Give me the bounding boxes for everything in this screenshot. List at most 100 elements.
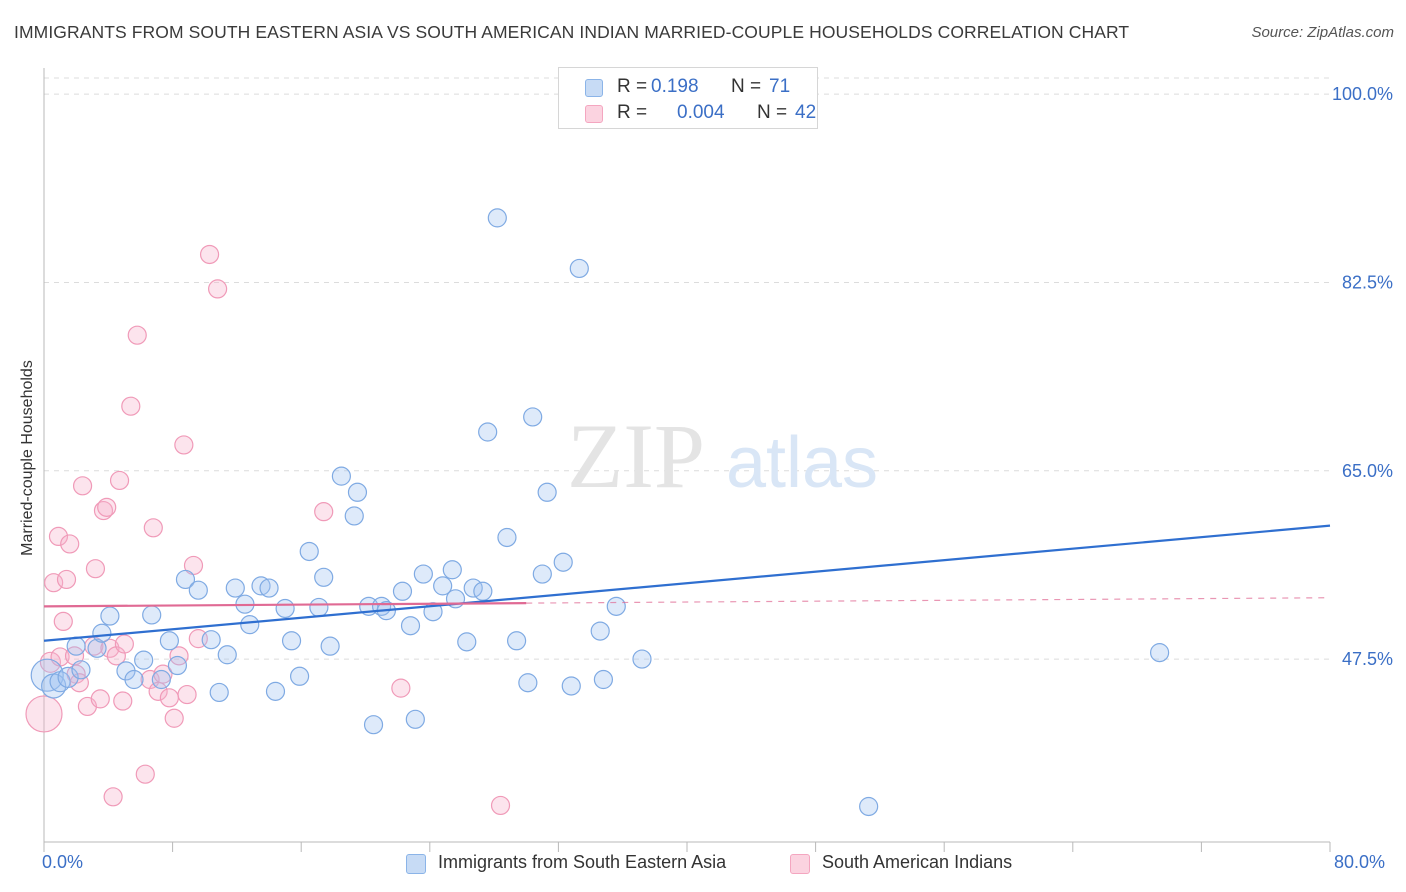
n-value: 42 bbox=[795, 102, 817, 123]
r-value: 0.198 bbox=[651, 76, 699, 97]
y-tick-labels: 47.5% 65.0% 82.5% 100.0% bbox=[1332, 84, 1393, 669]
data-point bbox=[473, 581, 493, 601]
data-point bbox=[497, 527, 517, 548]
data-point bbox=[97, 497, 117, 517]
data-point bbox=[281, 631, 302, 651]
legend-label-pink: South American Indians bbox=[822, 852, 1013, 872]
source-note: Source: ZipAtlas.com bbox=[1251, 24, 1394, 41]
r-label: R = bbox=[617, 102, 648, 123]
data-point bbox=[487, 208, 507, 228]
data-point bbox=[490, 795, 511, 816]
data-point bbox=[188, 580, 208, 600]
data-point bbox=[87, 638, 107, 658]
data-point bbox=[92, 623, 112, 643]
data-point bbox=[135, 764, 155, 784]
data-point bbox=[109, 470, 130, 491]
chart-title: IMMIGRANTS FROM SOUTH EASTERN ASIA VS SO… bbox=[14, 22, 1130, 42]
data-point bbox=[433, 576, 453, 596]
data-point bbox=[1150, 643, 1170, 663]
r-value: 0.004 bbox=[677, 102, 725, 123]
n-value: 71 bbox=[769, 76, 791, 97]
data-point bbox=[523, 407, 543, 427]
data-point bbox=[859, 796, 879, 817]
data-point bbox=[344, 506, 364, 526]
data-point bbox=[199, 244, 220, 265]
data-point bbox=[48, 526, 69, 547]
y-tick-label: 65.0% bbox=[1342, 461, 1393, 481]
data-point bbox=[590, 621, 610, 641]
data-point bbox=[71, 660, 91, 680]
data-point bbox=[72, 476, 93, 496]
data-point bbox=[208, 279, 228, 299]
data-point bbox=[240, 615, 260, 635]
data-point bbox=[151, 669, 171, 690]
data-point bbox=[100, 606, 120, 626]
data-point bbox=[275, 598, 295, 619]
legend-swatch-blue bbox=[585, 79, 603, 97]
legend-label-blue: Immigrants from South Eastern Asia bbox=[438, 852, 727, 872]
data-point bbox=[265, 681, 286, 701]
data-point bbox=[569, 258, 589, 279]
data-point bbox=[251, 576, 271, 596]
data-point bbox=[56, 569, 77, 590]
data-point bbox=[39, 651, 62, 673]
legend-swatch-pink bbox=[790, 854, 810, 874]
data-point bbox=[167, 655, 188, 676]
data-point bbox=[259, 578, 279, 598]
data-point bbox=[169, 646, 189, 666]
data-point bbox=[442, 560, 462, 580]
data-point bbox=[314, 502, 334, 522]
watermark-atlas: atlas bbox=[726, 423, 878, 503]
data-point bbox=[143, 518, 163, 538]
data-point bbox=[320, 636, 340, 656]
data-point bbox=[124, 669, 144, 690]
data-point bbox=[209, 682, 229, 703]
data-point bbox=[85, 559, 106, 579]
data-point bbox=[593, 669, 614, 690]
data-point bbox=[314, 567, 334, 587]
data-point bbox=[66, 636, 86, 656]
x-tick-label-max: 80.0% bbox=[1334, 852, 1386, 872]
data-point bbox=[405, 709, 425, 729]
data-point bbox=[53, 611, 73, 632]
data-point bbox=[561, 676, 581, 696]
data-point bbox=[289, 666, 310, 686]
data-point bbox=[392, 581, 413, 601]
trend-lines bbox=[43, 524, 1331, 642]
data-point bbox=[93, 500, 114, 521]
data-point bbox=[553, 552, 573, 572]
data-point bbox=[121, 396, 141, 416]
legend-swatch-blue bbox=[406, 854, 426, 874]
watermark: ZIP atlas bbox=[567, 405, 878, 507]
data-point bbox=[507, 631, 527, 651]
trend-line-pink-dashed bbox=[526, 597, 1331, 604]
data-point bbox=[225, 578, 245, 598]
trend-line-blue bbox=[43, 524, 1331, 642]
data-point bbox=[25, 695, 63, 733]
data-point bbox=[457, 632, 477, 652]
data-point bbox=[134, 650, 154, 670]
data-point bbox=[90, 689, 110, 709]
data-point bbox=[159, 631, 179, 651]
data-point bbox=[57, 666, 79, 688]
data-point bbox=[60, 534, 80, 554]
correlation-legend: R = 0.198 N = 71 R = 0.004 N = 42 bbox=[558, 67, 818, 129]
data-point bbox=[217, 645, 237, 665]
r-label: R = bbox=[617, 76, 648, 97]
data-point bbox=[175, 569, 196, 590]
data-point bbox=[400, 616, 421, 636]
series-immigrants-se-asia bbox=[30, 208, 1170, 817]
data-point bbox=[537, 482, 557, 502]
data-point bbox=[478, 422, 498, 442]
data-point bbox=[114, 634, 134, 654]
y-tick-label: 47.5% bbox=[1342, 649, 1393, 669]
data-point bbox=[331, 466, 351, 486]
data-point bbox=[413, 564, 433, 584]
data-point bbox=[127, 325, 147, 345]
data-point bbox=[174, 435, 194, 455]
data-point bbox=[347, 482, 368, 502]
data-point bbox=[159, 688, 179, 708]
data-point bbox=[113, 691, 133, 711]
data-point bbox=[632, 649, 652, 669]
data-point bbox=[103, 787, 123, 807]
